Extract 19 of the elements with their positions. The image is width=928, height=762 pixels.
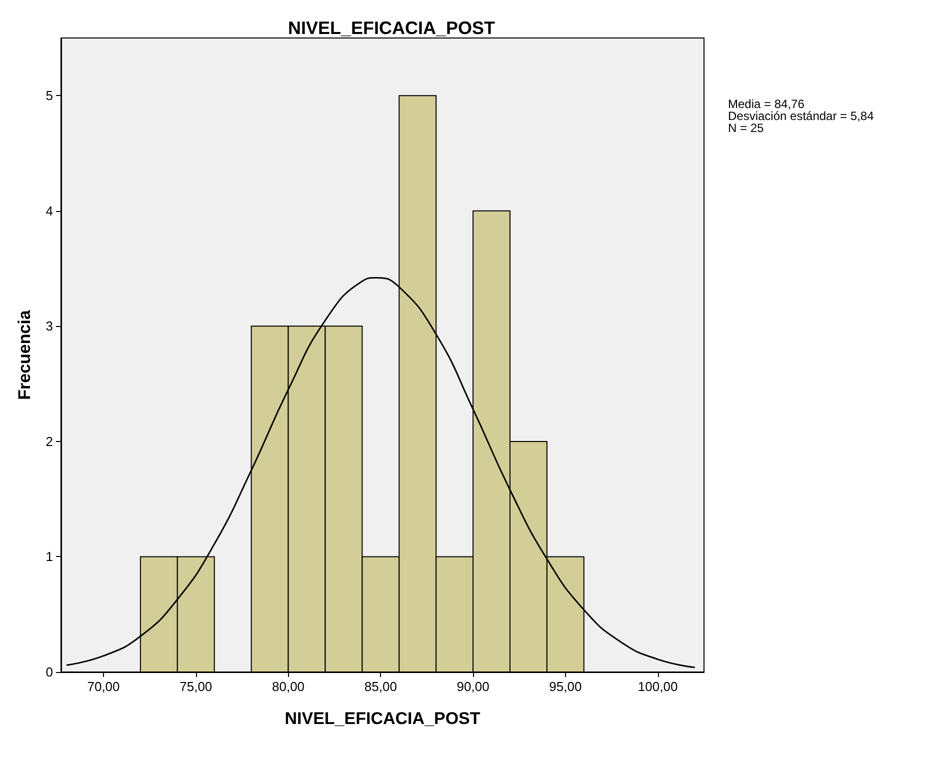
text: N = 25 [728, 121, 764, 135]
x-tick-label: 85,00 [364, 679, 397, 694]
text: Desviación estándar = 5,84 [728, 109, 874, 123]
text: Media = 84,76 [728, 97, 805, 111]
x-tick-label: 80,00 [272, 679, 305, 694]
x-tick-label: 75,00 [180, 679, 212, 694]
x-tick-label: 70,00 [87, 679, 120, 694]
y-tick-label: 5 [46, 88, 53, 104]
y-tick-label: 0 [46, 664, 53, 680]
y-axis-title: Frecuencia [15, 310, 34, 400]
x-tick-label: 90,00 [456, 679, 490, 694]
chart-title: NIVEL_EFICACIA_POST [288, 18, 496, 38]
y-tick-label: 3 [46, 318, 53, 334]
y-tick-label: 2 [46, 434, 53, 449]
y-tick-label: 4 [46, 203, 53, 218]
y-tick-label: 1 [46, 549, 53, 564]
x-tick-label: 95,00 [549, 679, 582, 694]
x-axis-title: NIVEL_EFICACIA_POST [284, 709, 481, 728]
x-tick-label: 100,00 [638, 679, 678, 694]
